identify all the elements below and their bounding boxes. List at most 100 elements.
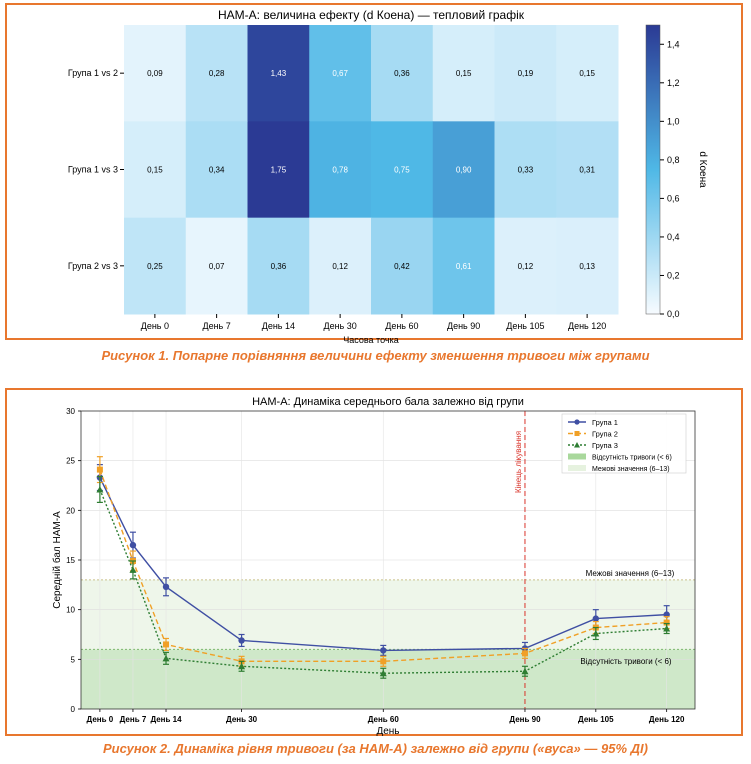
colorbar-tick-label: 1,2: [667, 78, 680, 88]
data-point: [162, 654, 170, 662]
data-point: [238, 662, 246, 670]
heatmap-cell: [185, 121, 248, 219]
data-point: [129, 541, 137, 549]
legend-label: Група 3: [592, 441, 618, 450]
x-tick-label: День 105: [578, 715, 614, 724]
figure-1-caption: Рисунок 1. Попарне порівняння величини е…: [101, 348, 650, 363]
heatmap-cell-label: 0,75: [394, 166, 410, 175]
heatmap-cell-label: 0,12: [332, 262, 348, 271]
x-tick-label: День 120: [649, 715, 685, 724]
legend-box: [561, 413, 687, 474]
heatmap-cell: [124, 217, 187, 315]
band-high-annotation: Межові значення (6–13): [586, 569, 675, 578]
x-tick-label: День 0: [87, 715, 114, 724]
legend-label: Група 2: [592, 430, 618, 439]
y-tick-label: 15: [66, 556, 75, 565]
heatmap-cell-label: 0,15: [456, 69, 472, 78]
heatmap-cell: [124, 121, 187, 219]
y-tick-label: 30: [66, 407, 75, 416]
heatmap-cell: [432, 217, 495, 315]
heatmap-cell: [494, 25, 557, 122]
heatmap-cell-label: 0,13: [579, 262, 595, 271]
data-point: [521, 667, 529, 675]
heatmap-x-tick-label: День 7: [202, 321, 230, 331]
legend-label: Відсутність тривоги (< 6): [592, 454, 672, 462]
heatmap-cell: [247, 121, 310, 219]
threshold-band: [81, 579, 695, 650]
colorbar-tick-label: 1,0: [667, 116, 680, 126]
x-tick-label: День 7: [120, 715, 147, 724]
x-tick-label: День 14: [150, 715, 182, 724]
heatmap-cell-label: 0,12: [518, 262, 534, 271]
heatmap-title: HAM-A: величина ефекту (d Коена) — тепло…: [218, 8, 525, 22]
heatmap-cell-label: 0,36: [271, 262, 287, 271]
heatmap-cell-label: 0,19: [518, 69, 534, 78]
heatmap-x-tick-label: День 120: [568, 321, 606, 331]
heatmap-cell: [556, 25, 619, 122]
y-tick-label: 20: [66, 506, 75, 515]
data-point: [163, 641, 170, 648]
heatmap-cell-label: 0,15: [579, 69, 595, 78]
heatmap-cell: [432, 121, 495, 219]
colorbar-label: d Коена: [697, 151, 708, 188]
heatmap-x-tick-label: День 105: [506, 321, 544, 331]
heatmap-cell-label: 1,75: [271, 166, 287, 175]
data-point: [162, 583, 170, 591]
heatmap-cell: [309, 217, 372, 315]
heatmap-cell: [494, 217, 557, 315]
heatmap-y-tick-label: Група 1 vs 3: [68, 165, 118, 175]
band-low-annotation: Відсутність тривоги (< 6): [580, 657, 672, 666]
heatmap-cell-label: 0,42: [394, 262, 410, 271]
colorbar-tick-label: 0,4: [667, 232, 680, 242]
colorbar-tick-label: 1,4: [667, 39, 680, 49]
colorbar-tick-label: 0,8: [667, 155, 680, 165]
line-chart-title: HAM-A: Динаміка середнього бала залежно …: [252, 396, 524, 408]
heatmap-cell: [309, 25, 372, 122]
y-tick-label: 5: [71, 655, 76, 664]
heatmap-cell-label: 0,31: [579, 166, 595, 175]
series-line: [99, 477, 667, 652]
heatmap-x-axis-label: Часова точка: [343, 335, 398, 345]
legend-swatch: [568, 453, 586, 460]
colorbar-tick-label: 0,6: [667, 193, 680, 203]
heatmap-cell-label: 0,61: [456, 262, 472, 271]
y-tick-label: 0: [71, 705, 76, 714]
data-point: [663, 619, 670, 626]
heatmap-y-tick-label: Група 1 vs 2: [68, 68, 118, 78]
heatmap-cell: [371, 217, 434, 315]
x-tick-label: День 30: [226, 715, 258, 724]
heatmap-cell: [309, 121, 372, 219]
data-point: [592, 630, 600, 637]
series-line: [99, 489, 667, 674]
heatmap-cell-label: 0,09: [147, 69, 163, 78]
heatmap-cell-label: 0,67: [332, 69, 348, 78]
x-axis-label: День: [376, 726, 399, 737]
heatmap-chart: HAM-A: величина ефекту (d Коена) — тепло…: [68, 8, 708, 345]
data-point: [592, 615, 600, 622]
heatmap-cell: [371, 25, 434, 122]
heatmap-cell-label: 0,07: [209, 262, 225, 271]
data-point: [380, 658, 387, 665]
data-point: [238, 637, 245, 644]
heatmap-cell-label: 0,25: [147, 262, 163, 271]
heatmap-x-tick-label: День 0: [141, 321, 169, 331]
legend-marker: [574, 442, 580, 448]
data-point: [129, 566, 137, 573]
heatmap-x-tick-label: День 60: [385, 321, 418, 331]
legend-marker: [574, 431, 580, 436]
heatmap-cell: [247, 217, 310, 315]
data-point: [379, 669, 387, 677]
heatmap-cell-label: 0,28: [209, 69, 225, 78]
series-line: [99, 469, 667, 663]
heatmap-cell: [185, 217, 248, 315]
heatmap-cell: [247, 25, 310, 122]
x-tick-label: День 60: [368, 715, 400, 724]
heatmap-y-tick-label: Група 2 vs 3: [68, 261, 118, 271]
heatmap-cell-label: 0,78: [332, 166, 348, 175]
legend-label: Група 1: [592, 418, 618, 427]
heatmap-x-tick-label: День 90: [447, 321, 480, 331]
heatmap-cell: [371, 121, 434, 219]
heatmap-cell-label: 0,33: [518, 166, 534, 175]
heatmap-cell-label: 0,34: [209, 166, 225, 175]
x-tick-label: День 90: [509, 715, 541, 724]
